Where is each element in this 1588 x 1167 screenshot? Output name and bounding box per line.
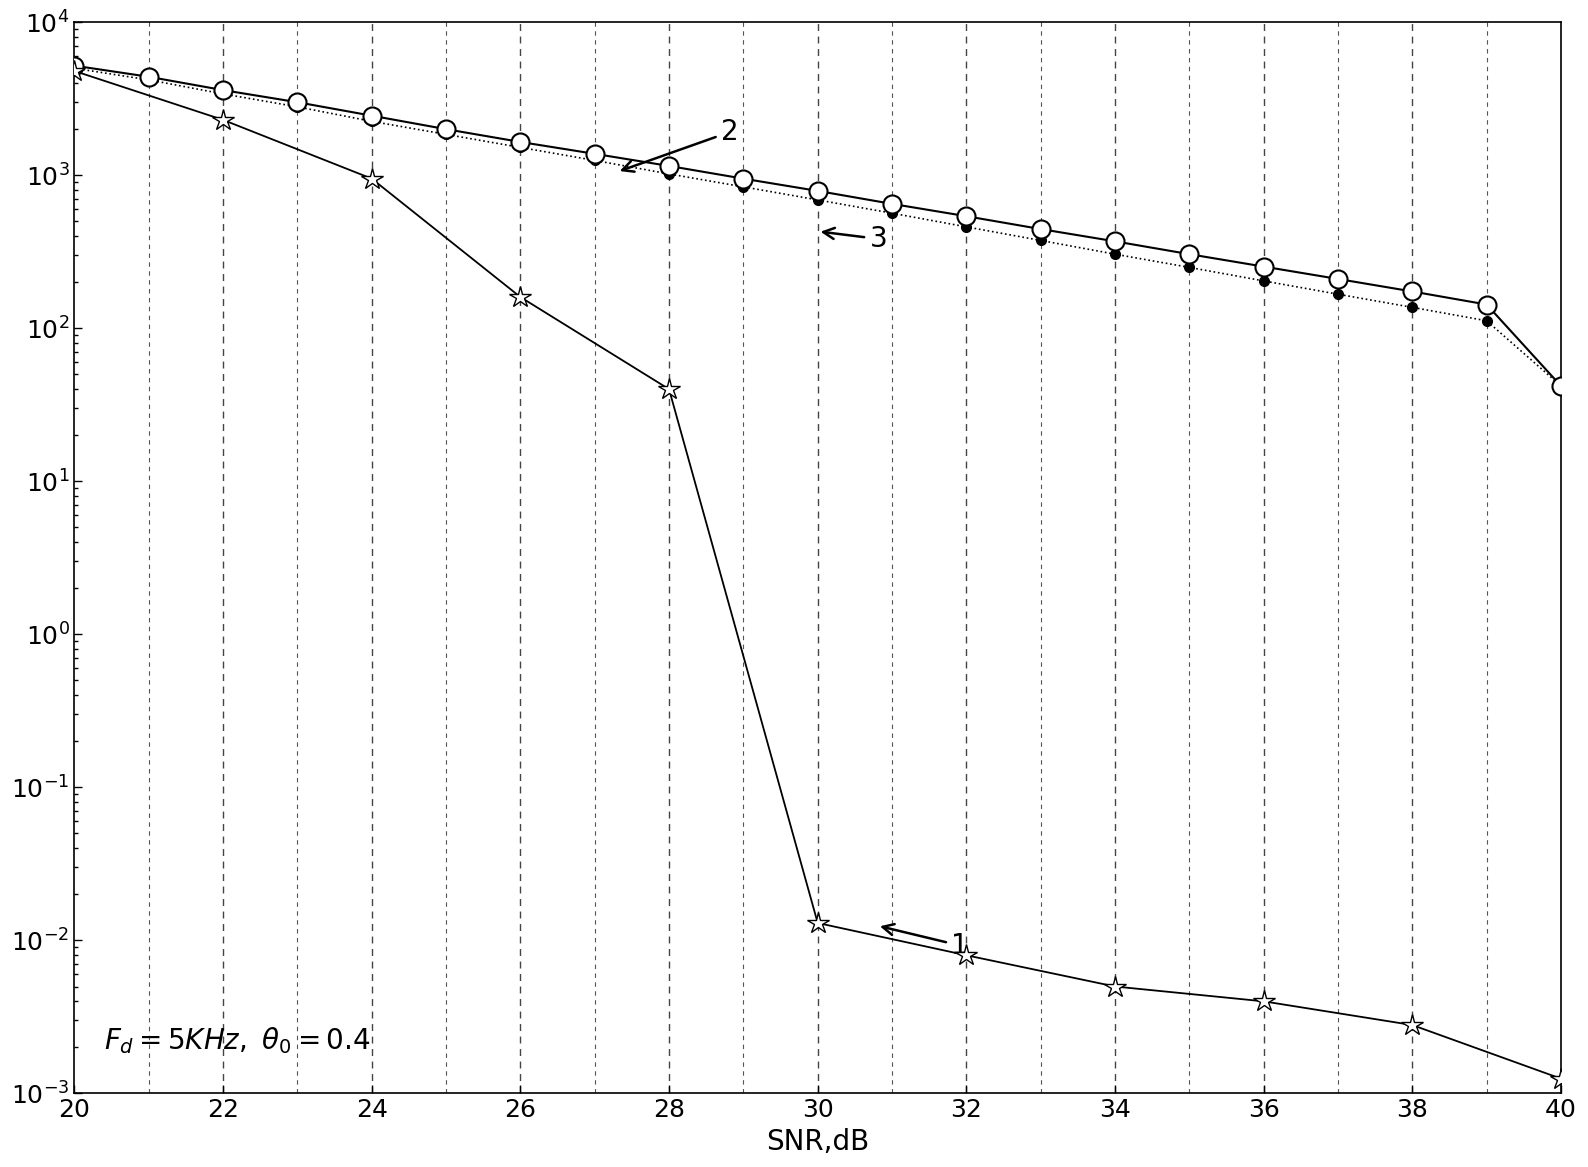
Text: 2: 2: [622, 118, 738, 172]
Text: 1: 1: [883, 924, 969, 959]
X-axis label: SNR,dB: SNR,dB: [765, 1127, 869, 1155]
Text: $F_d = 5KHz,\ \theta_0 = 0.4$: $F_d = 5KHz,\ \theta_0 = 0.4$: [105, 1026, 370, 1056]
Text: 3: 3: [823, 225, 888, 253]
